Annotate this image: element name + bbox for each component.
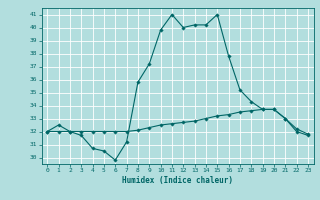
X-axis label: Humidex (Indice chaleur): Humidex (Indice chaleur) [122,176,233,185]
